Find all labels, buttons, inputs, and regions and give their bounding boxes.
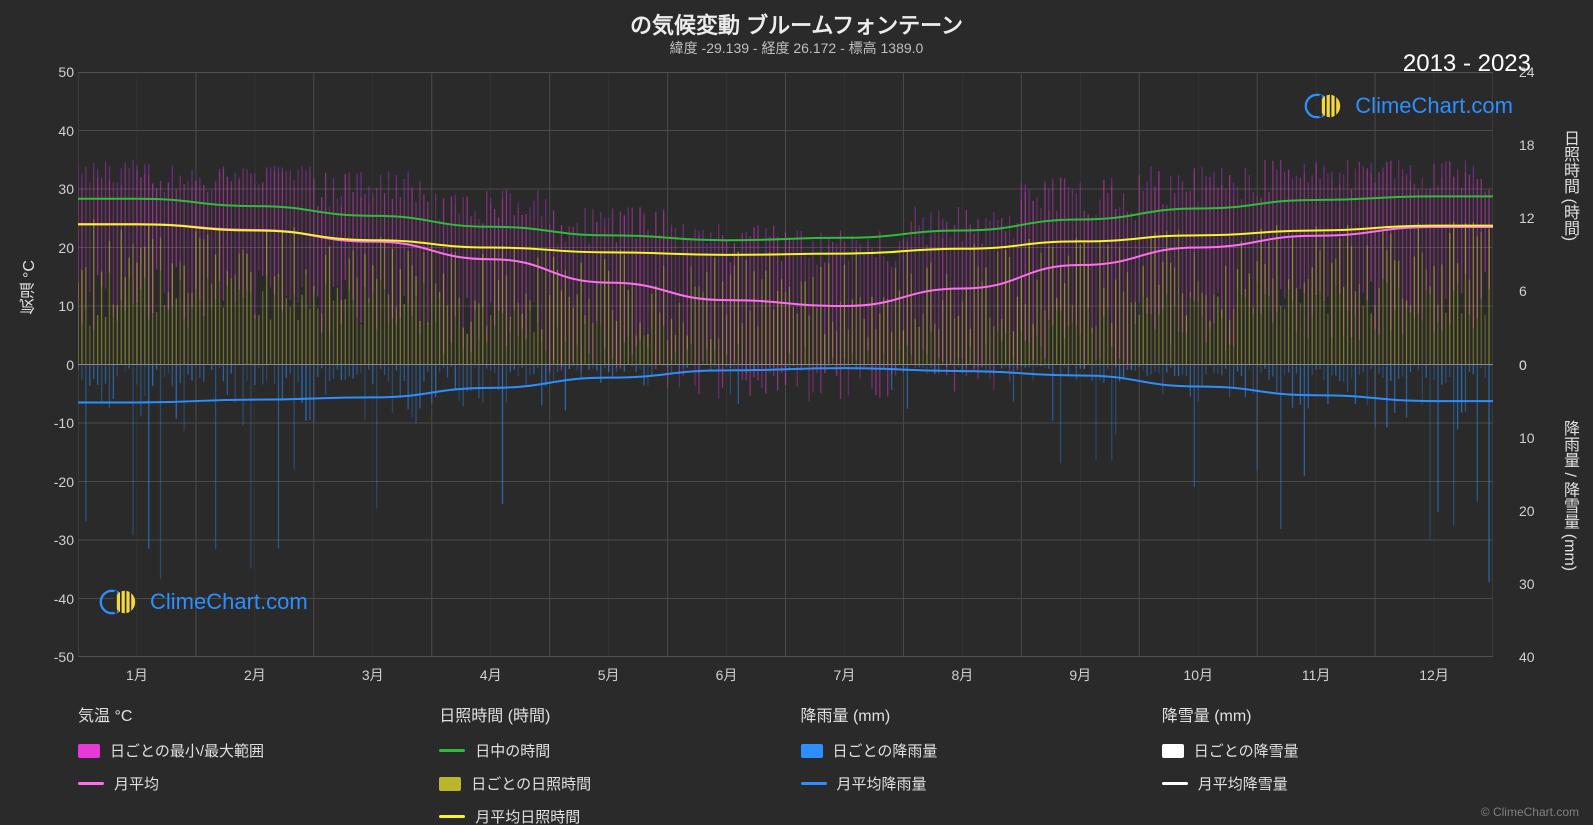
legend-col-temp: 気温 °C 日ごとの最小/最大範囲月平均	[78, 702, 439, 825]
legend-item: 月平均降雪量	[1162, 773, 1523, 794]
plot-svg	[78, 72, 1493, 657]
legend-swatch	[78, 744, 100, 758]
legend-label: 日ごとの日照時間	[471, 773, 591, 794]
legend-line-icon	[439, 749, 465, 752]
legend-item: 日ごとの最小/最大範囲	[78, 740, 439, 761]
y2-top-tick: 24	[1519, 64, 1549, 80]
x-tick: 2月	[244, 665, 266, 685]
legend-line-icon	[439, 815, 465, 818]
legend-item: 月平均降雨量	[801, 773, 1162, 794]
legend-swatch	[439, 777, 461, 791]
legend-item: 日中の時間	[439, 740, 800, 761]
x-tick: 5月	[598, 665, 620, 685]
legend-label: 月平均降雪量	[1198, 773, 1288, 794]
y2-bottom-tick: 20	[1519, 503, 1549, 519]
legend-line-icon	[1162, 782, 1188, 785]
x-tick: 7月	[834, 665, 856, 685]
chart-title: の気候変動 ブルームフォンテーン	[0, 8, 1593, 40]
y1-axis-label: 気温 °C	[18, 260, 42, 314]
y2-top-axis-label: 日照時間 (時間)	[1557, 130, 1581, 241]
legend-label: 月平均日照時間	[475, 806, 580, 825]
y1-tick: 50	[44, 64, 74, 80]
legend-col-snow: 降雪量 (mm) 日ごとの降雪量月平均降雪量	[1162, 702, 1523, 825]
watermark-text: ClimeChart.com	[150, 589, 308, 615]
y2-bottom-tick: 40	[1519, 649, 1549, 665]
plot-area	[78, 72, 1493, 657]
x-tick: 6月	[716, 665, 738, 685]
legend-swatch	[801, 744, 823, 758]
watermark-text: ClimeChart.com	[1355, 93, 1513, 119]
y1-tick: -30	[44, 532, 74, 548]
y1-tick: 0	[44, 357, 74, 373]
y1-tick: 30	[44, 181, 74, 197]
y1-tick: 10	[44, 298, 74, 314]
watermark-logo-bottom: ClimeChart.com	[96, 588, 308, 616]
credit-label: © ClimeChart.com	[1481, 805, 1579, 819]
legend-item: 日ごとの降雨量	[801, 740, 1162, 761]
y1-tick: 20	[44, 240, 74, 256]
legend-label: 日ごとの降雪量	[1194, 740, 1299, 761]
y1-tick: -10	[44, 415, 74, 431]
legend-item: 月平均日照時間	[439, 806, 800, 825]
legend-label: 日ごとの最小/最大範囲	[110, 740, 264, 761]
legend-line-icon	[801, 782, 827, 785]
x-tick: 1月	[126, 665, 148, 685]
legend-title-snow: 降雪量 (mm)	[1162, 702, 1523, 726]
y2-bottom-tick: 10	[1519, 430, 1549, 446]
legend-line-icon	[78, 782, 104, 785]
y2-bottom-tick: 30	[1519, 576, 1549, 592]
x-tick: 11月	[1302, 665, 1331, 685]
legend-label: 日中の時間	[475, 740, 550, 761]
y1-tick: -20	[44, 474, 74, 490]
legend-label: 月平均	[114, 773, 159, 794]
legend-label: 月平均降雨量	[837, 773, 927, 794]
legend-col-sun: 日照時間 (時間) 日中の時間日ごとの日照時間月平均日照時間	[439, 702, 800, 825]
legend: 気温 °C 日ごとの最小/最大範囲月平均 日照時間 (時間) 日中の時間日ごとの…	[78, 702, 1523, 825]
legend-col-rain: 降雨量 (mm) 日ごとの降雨量月平均降雨量	[801, 702, 1162, 825]
chart-container: の気候変動 ブルームフォンテーン 緯度 -29.139 - 経度 26.172 …	[0, 0, 1593, 825]
y2-top-tick: 18	[1519, 137, 1549, 153]
y2-top-tick: 12	[1519, 210, 1549, 226]
x-tick: 4月	[480, 665, 502, 685]
legend-swatch	[1162, 744, 1184, 758]
x-tick: 12月	[1419, 665, 1449, 685]
y2-bottom-tick: 0	[1519, 357, 1549, 373]
legend-item: 月平均	[78, 773, 439, 794]
x-tick: 3月	[362, 665, 384, 685]
y2-bottom-axis-label: 降雨量 / 降雪量 (mm)	[1557, 420, 1581, 571]
legend-item: 日ごとの日照時間	[439, 773, 800, 794]
watermark-logo-top: ClimeChart.com	[1301, 92, 1513, 120]
chart-subtitle: 緯度 -29.139 - 経度 26.172 - 標高 1389.0	[0, 38, 1593, 58]
legend-title-rain: 降雨量 (mm)	[801, 702, 1162, 726]
x-tick: 8月	[951, 665, 973, 685]
y1-tick: 40	[44, 123, 74, 139]
legend-item: 日ごとの降雪量	[1162, 740, 1523, 761]
x-tick: 10月	[1183, 665, 1213, 685]
legend-label: 日ごとの降雨量	[833, 740, 938, 761]
y2-top-tick: 6	[1519, 283, 1549, 299]
y1-tick: -40	[44, 591, 74, 607]
legend-title-temp: 気温 °C	[78, 702, 439, 726]
x-tick: 9月	[1069, 665, 1091, 685]
y1-tick: -50	[44, 649, 74, 665]
legend-title-sun: 日照時間 (時間)	[439, 702, 800, 726]
